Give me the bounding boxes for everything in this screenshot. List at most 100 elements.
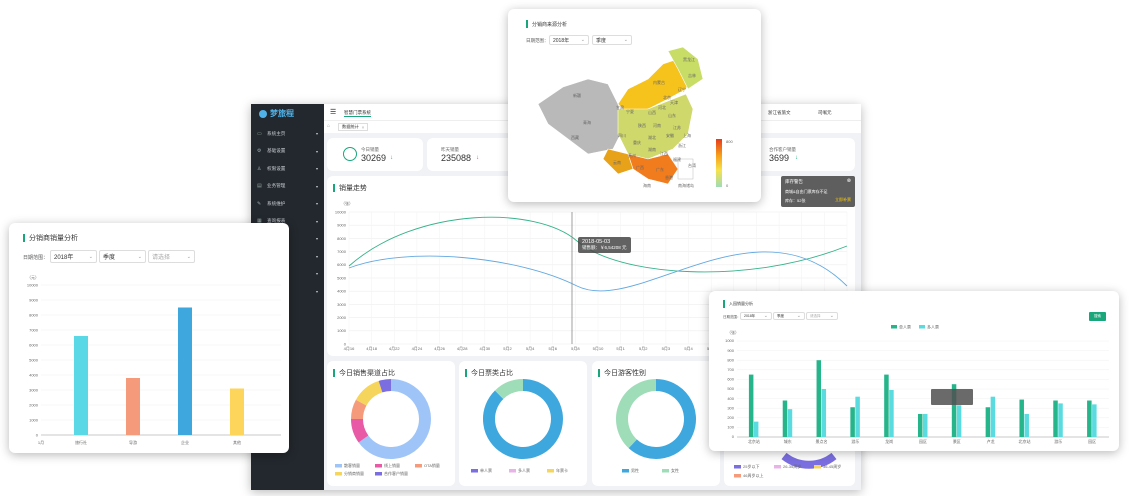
year-select[interactable]: 2018年 ⌄ (549, 35, 589, 45)
sidebar-item[interactable]: ⚙ 基础设置 ▾ (251, 143, 324, 161)
filter-select[interactable]: 请选择 ⌄ (806, 312, 838, 320)
bar (753, 421, 759, 437)
y-tick-label: 700 (727, 367, 734, 372)
bar (990, 396, 996, 437)
legend-label: 男性 (631, 467, 639, 473)
search-button[interactable]: 搜索 (1089, 312, 1106, 321)
year-value: 2018年 (553, 37, 570, 44)
caret-down-icon: ▾ (315, 201, 318, 207)
y-tick-label: 8000 (337, 236, 347, 241)
province-shape (602, 148, 634, 175)
replenish-button[interactable]: 立即补票 (835, 197, 851, 202)
x-tick-label: 5月3 (662, 346, 671, 351)
home-tab-icon[interactable]: ⌂ (327, 123, 331, 129)
chevron-down-icon: ⌄ (763, 313, 768, 319)
province-shape (627, 153, 679, 185)
sidebar-item-collapsed[interactable]: ▾ (251, 230, 324, 248)
year-value: 2018年 (744, 313, 756, 318)
legend-label: 26-35周岁 (783, 463, 801, 469)
gender-slice (616, 379, 657, 449)
channel-slice (351, 399, 367, 420)
legend-swatch (335, 472, 342, 476)
card-title-text: 今日票类占比 (471, 370, 513, 377)
province-label: 山西 (648, 109, 656, 115)
y-tick-label: 600 (727, 377, 734, 382)
sidebar-item-collapsed[interactable]: ▾ (251, 248, 324, 266)
app-tab-title[interactable]: 智慧门票系统 (344, 110, 371, 117)
bar (74, 336, 88, 435)
province-label: 广东 (656, 166, 664, 172)
page-tab-label: 数据统计 (342, 124, 359, 129)
province-label: 湖北 (648, 134, 656, 140)
province-label: 四川 (618, 133, 626, 138)
donut-card-ticket: 今日票类占比 单人票 多人票 年票卡 (459, 361, 587, 486)
bar (855, 396, 860, 437)
legend-label: 多人票 (518, 467, 530, 473)
card-title-text: 今日销售渠道占比 (339, 370, 395, 377)
province-label: 海南 (643, 182, 651, 188)
sidebar-item-label: 权限设置 (267, 165, 286, 171)
x-tick-label: 4月24 (412, 346, 423, 351)
south-sea-box (677, 158, 694, 180)
period-select[interactable]: 季度 ⌄ (592, 35, 632, 45)
x-tick-label: 4月30 (479, 346, 490, 351)
stat-value: 235088 (441, 153, 472, 163)
card-title-text: 今日游客性别 (604, 370, 646, 377)
year-select[interactable]: 2018年 ⌄ (740, 312, 772, 320)
period-select[interactable]: 季度 ⌄ (773, 312, 805, 320)
close-circle-icon[interactable]: ⊗ (846, 178, 851, 184)
alert-stock: 库存：52张 (785, 198, 806, 203)
caret-down-icon: ▾ (315, 236, 318, 242)
filter-select[interactable]: 请选择 ⌄ (148, 250, 195, 263)
bar (956, 405, 962, 437)
close-icon[interactable]: × (361, 124, 365, 130)
chevron-down-icon: ⌄ (829, 313, 834, 319)
sidebar-item-label: 查询报表 (267, 218, 286, 224)
sidebar-item[interactable]: ▭ 系统主页 ▾ (251, 125, 324, 143)
y-tick-label: 3000 (337, 302, 347, 307)
province-shape (537, 78, 624, 155)
caret-down-icon: ▾ (315, 288, 318, 294)
legend-swatch (415, 464, 422, 468)
alert-title: 库存警告 (785, 179, 803, 184)
province-label: 浙江 (678, 142, 686, 148)
x-tick-label: 5月2 (503, 346, 512, 351)
sidebar-item[interactable]: ✎ 系统维护 ▾ (251, 195, 324, 213)
x-tick-label: 导游 (129, 439, 137, 445)
page-tab[interactable]: 数据统计 × (338, 123, 369, 131)
x-tick-label: 5月6 (549, 346, 558, 351)
bar (1053, 400, 1058, 437)
year-select[interactable]: 2018年 ⌄ (50, 250, 97, 263)
x-tick-label: 5月8 (571, 346, 580, 351)
sidebar-item[interactable]: ▦ 查询报表 ▾ (251, 213, 324, 231)
sidebar-item-collapsed[interactable]: ▾ (251, 283, 324, 301)
header-user-1[interactable]: 浙江省旅文 (768, 110, 791, 115)
period-select[interactable]: 季度 ⌄ (99, 250, 146, 263)
header-user-2[interactable]: 司岷元 (818, 110, 832, 115)
bar (1092, 404, 1097, 437)
province-label: 陕西 (638, 122, 646, 128)
sidebar-item-label: 基础设置 (267, 148, 286, 154)
province-label: 湖南 (648, 146, 656, 152)
y-tick-label: 900 (727, 348, 734, 353)
x-tick-label: 景区 (953, 438, 961, 444)
sidebar-item[interactable]: ♙ 权限设置 ▾ (251, 160, 324, 178)
channel-slice (378, 379, 392, 393)
province-label: 黑龙江 (683, 56, 695, 62)
sidebar-item-collapsed[interactable]: ▾ (251, 265, 324, 283)
y-axis-unit: （元） (27, 275, 39, 280)
bar (782, 400, 788, 437)
x-tick-label: 城东 (784, 438, 792, 444)
briefcase-icon: ▤ (257, 183, 262, 190)
y-tick-label: 0 (344, 341, 347, 346)
card-title: 入园销量分析 (723, 300, 753, 308)
x-tick-label: 北京站 (748, 438, 760, 444)
province-label: 安徽 (666, 132, 674, 138)
x-tick-label: 5月1 (616, 346, 625, 351)
card-title: 分销商销量分析 (23, 233, 78, 243)
menu-toggle-icon[interactable]: ☰ (330, 109, 337, 116)
sidebar-item[interactable]: ▤ 业务管理 ▾ (251, 178, 324, 196)
x-tick-label: 4月28 (457, 346, 468, 351)
y-tick-label: 6000 (337, 262, 347, 267)
